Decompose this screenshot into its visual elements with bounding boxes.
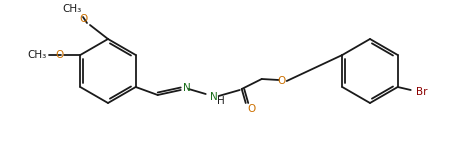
Text: CH₃: CH₃ [27,50,46,60]
Text: N: N [210,92,218,102]
Text: Br: Br [416,87,427,97]
Text: N: N [183,83,191,93]
Text: H: H [217,96,225,106]
Text: O: O [248,104,256,114]
Text: O: O [55,50,63,60]
Text: O: O [80,14,88,24]
Text: O: O [278,76,286,86]
Text: CH₃: CH₃ [63,4,82,14]
